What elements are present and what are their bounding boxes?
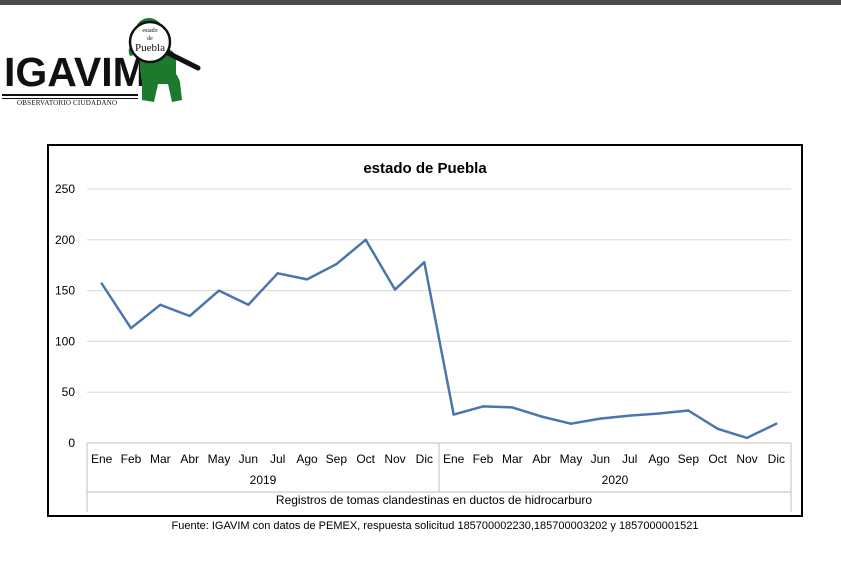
data-point (481, 405, 485, 408)
grid-lines (87, 188, 791, 393)
data-point (628, 414, 631, 417)
data-point (775, 422, 778, 425)
y-tick-label: 50 (62, 385, 76, 399)
mascot-magnifier-icon: estado de Puebla (128, 18, 201, 102)
x-tick-label: Oct (708, 452, 727, 466)
x-tick-label: Feb (473, 452, 494, 466)
x-tick-label: Dic (416, 452, 433, 466)
x-tick-label: Nov (384, 452, 405, 466)
x-tick-label: Sep (678, 452, 700, 466)
x-tick-label: Ago (296, 452, 318, 466)
line-chart: estado de Puebla 0 50 100 150 200 250 Ene Feb M… (55, 160, 792, 512)
x-tick-label: Feb (121, 452, 142, 466)
x-tick-label: Ene (443, 452, 465, 466)
data-point (423, 260, 426, 264)
logo-badge-line2: de (147, 36, 153, 42)
x-tick-label: May (208, 452, 231, 466)
x-tick-label: Abr (180, 452, 199, 466)
x-tick-label: Nov (736, 452, 757, 466)
y-tick-label: 0 (68, 436, 75, 450)
logo-name: IGAVIM (4, 49, 147, 95)
x-tick-label: Oct (356, 452, 375, 466)
x-tick-label: Mar (502, 452, 523, 466)
data-point (159, 303, 162, 307)
data-point (247, 303, 250, 307)
data-point (511, 406, 514, 409)
logo-rule-thin (2, 98, 138, 99)
chart-title: estado de Puebla (363, 160, 487, 177)
year-group-label: 2019 (250, 473, 277, 487)
data-point (217, 289, 221, 292)
year-group-labels: 2019 2020 (250, 443, 629, 492)
data-point (276, 272, 279, 275)
series-layer (100, 238, 778, 440)
x-tick-label: Ene (91, 452, 113, 466)
y-tick-labels: 0 50 100 150 200 250 (55, 182, 75, 450)
x-tick-label: Sep (326, 452, 348, 466)
logo-badge-line3: Puebla (135, 42, 165, 54)
year-group-label: 2020 (602, 473, 629, 487)
series-line (100, 238, 777, 440)
data-point (364, 238, 367, 241)
top-border (0, 0, 841, 5)
data-point (100, 282, 103, 285)
data-point (716, 427, 719, 430)
data-point (569, 422, 573, 425)
x-tick-label: May (560, 452, 583, 466)
data-point (129, 326, 133, 330)
data-point (687, 409, 690, 412)
x-tick-label: Jul (622, 452, 637, 466)
logo-badge-line1: estado (142, 28, 157, 34)
data-point (305, 278, 309, 281)
x-tick-label: Jun (591, 452, 610, 466)
x-tick-label: Mar (150, 452, 171, 466)
data-point (335, 262, 338, 266)
data-point (393, 288, 397, 291)
y-tick-label: 250 (55, 182, 75, 196)
data-point (657, 412, 661, 415)
chart-frame: estado de Puebla 0 50 100 150 200 250 Ene Feb M… (47, 144, 803, 517)
x-tick-label: Ago (648, 452, 670, 466)
data-point (452, 413, 455, 416)
y-tick-label: 200 (55, 233, 75, 247)
data-point (540, 415, 543, 418)
x-tick-label: Abr (532, 452, 551, 466)
x-tick-label: Dic (768, 452, 785, 466)
data-point (745, 436, 749, 440)
igavim-logo: IGAVIM OBSERVATORIO CIUDADANO estado de … (0, 4, 210, 108)
data-point (188, 314, 191, 318)
data-point (599, 417, 602, 420)
source-note: Fuente: IGAVIM con datos de PEMEX, respu… (171, 520, 699, 532)
x-axis-label: Registros de tomas clandestinas en ducto… (276, 493, 593, 507)
y-tick-label: 100 (55, 334, 75, 348)
logo-rule (2, 94, 138, 96)
x-tick-labels: Ene Feb Mar Abr May Jun Jul Ago Sep Oct Nov Dic Ene F… (91, 452, 785, 466)
y-tick-label: 150 (55, 284, 75, 298)
logo-subtitle: OBSERVATORIO CIUDADANO (17, 99, 118, 107)
x-tick-label: Jun (239, 452, 258, 466)
x-tick-label: Jul (270, 452, 285, 466)
